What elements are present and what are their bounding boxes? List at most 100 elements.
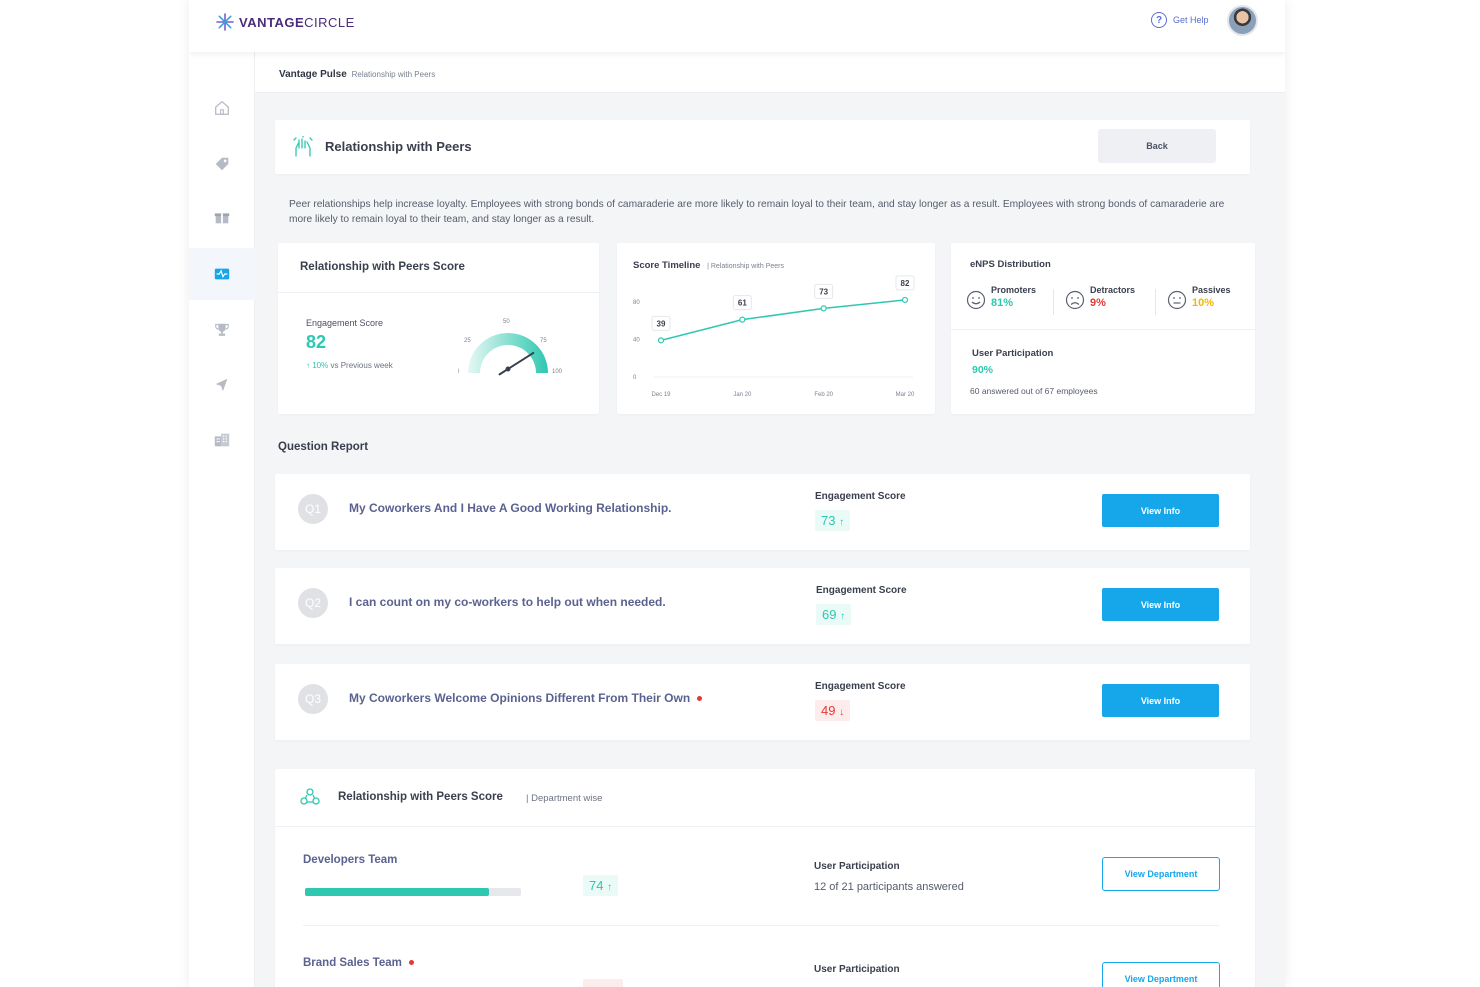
data-label-box bbox=[814, 283, 834, 299]
delta-value: 10% bbox=[312, 361, 329, 370]
question-row: Q1 My Coworkers And I Have A Good Workin… bbox=[275, 474, 1250, 550]
data-label-box bbox=[651, 315, 671, 331]
question-badge: Q2 bbox=[298, 588, 328, 618]
view-department-button[interactable]: View Department bbox=[1102, 962, 1220, 987]
score-card-title: Relationship with Peers Score bbox=[300, 261, 465, 273]
data-point bbox=[901, 296, 909, 304]
page-header-card: Relationship with Peers Back bbox=[275, 120, 1250, 174]
enps-promoters: Promoters 81% bbox=[966, 285, 1036, 310]
arrow-up-icon: ↑ bbox=[840, 611, 846, 622]
question-report-title: Question Report bbox=[278, 441, 369, 453]
score-timeline-chart: 0 40 80 Dec 19 Jan 20 Feb 20 Mar 20 39 61 73 82 bbox=[633, 275, 915, 398]
sidebar-item-company[interactable] bbox=[189, 414, 255, 466]
data-label-box bbox=[732, 295, 752, 311]
timeline-subtitle: Relationship with Peers bbox=[710, 263, 784, 270]
compass-icon bbox=[215, 378, 228, 392]
y-tick-label: 40 bbox=[633, 337, 640, 343]
description-text: Peer relationships help increase loyalty… bbox=[289, 199, 1225, 225]
back-button[interactable]: Back bbox=[1098, 129, 1216, 163]
department-score: 74 ↑ bbox=[583, 875, 619, 896]
department-progress-bar bbox=[305, 888, 521, 896]
department-participation-value: 12 of 21 participants answered bbox=[814, 881, 964, 893]
gauge-needle bbox=[498, 351, 535, 376]
department-progress-fill bbox=[305, 888, 489, 896]
enps-passives: Passives 10% bbox=[1167, 285, 1231, 310]
get-help-link[interactable]: ? Get Help bbox=[1151, 12, 1209, 28]
enps-detractors: Detractors 9% bbox=[1065, 285, 1135, 310]
pulse-icon bbox=[214, 268, 230, 280]
user-avatar[interactable] bbox=[1227, 5, 1258, 36]
sad-face-icon bbox=[1065, 290, 1085, 310]
neutral-face-icon bbox=[1167, 290, 1187, 310]
sidebar bbox=[189, 52, 255, 987]
view-info-button[interactable]: View Info bbox=[1102, 588, 1219, 621]
divider bbox=[278, 292, 599, 293]
breadcrumb-root[interactable]: Vantage Pulse bbox=[279, 69, 347, 80]
smile-face-icon bbox=[966, 290, 986, 310]
sidebar-item-explore[interactable] bbox=[189, 359, 255, 411]
gauge-tick-0: 0 bbox=[458, 369, 460, 375]
participation-label: User Participation bbox=[972, 348, 1054, 359]
engagement-score-delta: ↑ 10% vs Previous week bbox=[306, 361, 393, 370]
alert-dot-icon bbox=[408, 960, 414, 966]
question-row: Q2 I can count on my co-workers to help … bbox=[275, 568, 1250, 644]
gauge-tick-100: 100 bbox=[552, 369, 563, 375]
department-participation-label: User Participation bbox=[814, 861, 900, 872]
logo[interactable]: VANTAGECIRCLE bbox=[215, 12, 355, 32]
enps-title: eNPS Distribution bbox=[970, 259, 1051, 270]
question-score: 73 ↑ bbox=[815, 510, 851, 531]
department-card: Relationship with Peers Score | Departme… bbox=[275, 769, 1255, 987]
question-badge: Q1 bbox=[298, 494, 328, 524]
view-department-button[interactable]: View Department bbox=[1102, 857, 1220, 891]
data-label: 61 bbox=[738, 299, 747, 308]
department-name: Brand Sales Team bbox=[303, 957, 414, 969]
department-title: Relationship with Peers Score bbox=[338, 791, 503, 803]
handshake-icon bbox=[293, 136, 313, 157]
data-label: 73 bbox=[819, 287, 828, 296]
gauge-tick-25: 25 bbox=[464, 338, 471, 344]
data-label: 82 bbox=[901, 279, 910, 288]
delta-text: vs Previous week bbox=[330, 361, 393, 370]
breadcrumb-bar: Vantage Pulse Relationship with Peers bbox=[255, 52, 1285, 93]
y-tick-label: 80 bbox=[633, 300, 640, 306]
gauge-tick-50: 50 bbox=[503, 319, 510, 325]
x-tick-label: Feb 20 bbox=[814, 392, 833, 398]
engagement-score-label: Engagement Score bbox=[306, 318, 384, 328]
logo-star-icon bbox=[216, 13, 234, 31]
top-bar: VANTAGECIRCLE ? Get Help bbox=[189, 0, 1285, 52]
sidebar-item-rewards[interactable] bbox=[189, 191, 255, 243]
view-info-button[interactable]: View Info bbox=[1102, 684, 1219, 717]
gift-icon bbox=[214, 213, 230, 224]
gauge-tick-75: 75 bbox=[540, 338, 547, 344]
x-tick-label: Dec 19 bbox=[651, 392, 671, 398]
sidebar-item-home[interactable] bbox=[189, 82, 255, 134]
series-line bbox=[660, 299, 906, 342]
gauge-hub bbox=[505, 366, 511, 372]
team-icon bbox=[300, 788, 320, 805]
arrow-down-icon: ↓ bbox=[839, 707, 845, 718]
arrow-up-icon: ↑ bbox=[306, 361, 310, 370]
data-point bbox=[657, 337, 665, 344]
gauge-arc bbox=[468, 333, 548, 373]
question-text: My Coworkers Welcome Opinions Different … bbox=[349, 691, 703, 705]
question-score: 49 ↓ bbox=[815, 700, 851, 721]
engagement-score-label: Engagement Score bbox=[815, 681, 906, 692]
score-gauge: 0 25 50 75 100 bbox=[458, 319, 563, 376]
score-timeline-card: 0 40 80 Dec 19 Jan 20 Feb 20 Mar 20 39 61 73 82 Sc… bbox=[617, 243, 935, 414]
data-point bbox=[820, 305, 827, 312]
tag-icon bbox=[215, 157, 229, 171]
view-info-button[interactable]: View Info bbox=[1102, 494, 1219, 527]
enps-card: eNPS Distribution Promoters 81% Detractor… bbox=[951, 243, 1255, 414]
home-icon bbox=[215, 100, 229, 115]
sidebar-item-awards[interactable] bbox=[189, 304, 255, 356]
x-tick-label: Jan 20 bbox=[733, 392, 752, 398]
question-text: My Coworkers And I Have A Good Working R… bbox=[349, 501, 672, 515]
department-subtitle: | Department wise bbox=[526, 793, 603, 804]
engagement-score-label: Engagement Score bbox=[815, 491, 906, 502]
data-label-box bbox=[895, 275, 915, 291]
engagement-score-label: Engagement Score bbox=[816, 585, 907, 596]
breadcrumb: Vantage Pulse Relationship with Peers bbox=[279, 69, 435, 80]
sidebar-item-offers[interactable] bbox=[189, 138, 255, 190]
sidebar-item-pulse[interactable] bbox=[189, 248, 255, 300]
arrow-up-icon: ↑ bbox=[607, 882, 613, 893]
